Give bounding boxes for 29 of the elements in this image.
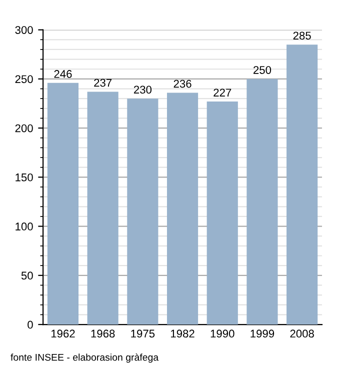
x-tick-label: 1990 [210,330,234,338]
bar [47,82,79,325]
data-label: 237 [94,78,112,87]
y-tick-label: 150 [16,173,33,182]
bar [166,92,198,325]
bar [206,102,238,325]
data-label: 230 [134,86,152,94]
bar [286,44,318,325]
y-tick-label: 200 [15,124,33,132]
data-label: 227 [214,88,232,96]
x-tick-label: 1968 [91,330,115,338]
x-tick-label: 1962 [51,330,75,338]
data-label: 246 [54,70,72,78]
y-tick-label: 100 [16,222,33,230]
data-label: 285 [293,32,311,40]
y-tick-label: 50 [21,272,33,280]
x-tick-label: 2008 [290,330,314,338]
bar [87,92,118,325]
y-tick-label: 250 [15,75,33,84]
x-tick-label: 1975 [131,330,155,338]
data-label: 250 [254,66,272,74]
bar [246,78,278,325]
x-tick-label: 1999 [250,330,274,338]
data-label: 236 [174,80,192,88]
y-tick-label: 300 [15,26,33,34]
y-tick-label: 0 [28,320,33,329]
x-tick-label: 1982 [171,330,194,338]
source-note: fonte INSEE - elaborasion gràfega [10,353,159,363]
bar [127,98,158,325]
